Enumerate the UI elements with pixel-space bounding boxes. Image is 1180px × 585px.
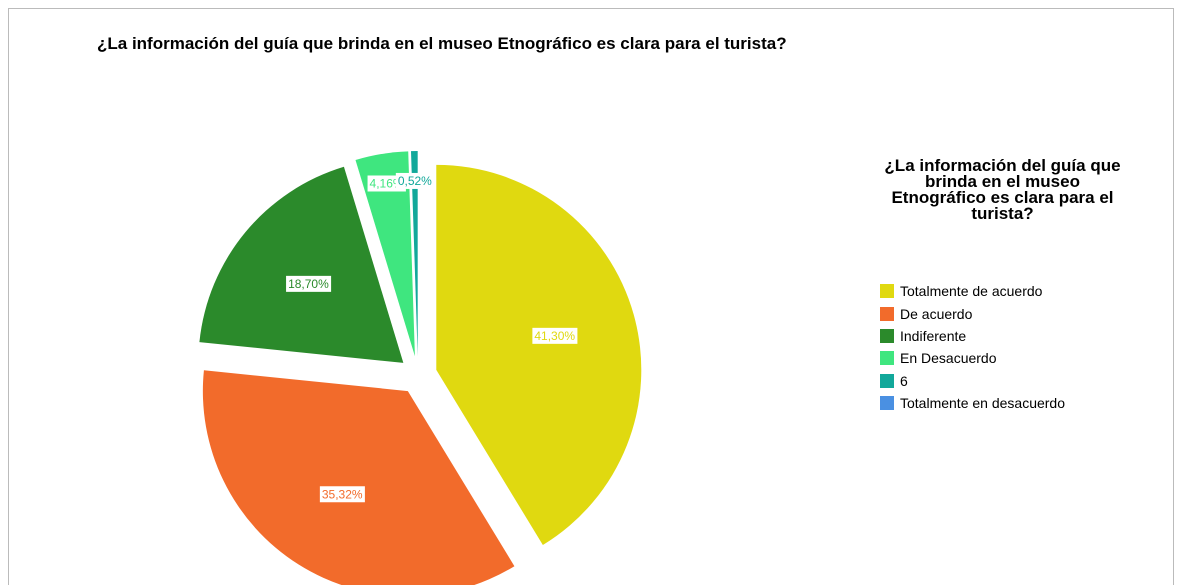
legend-item: 6	[880, 370, 1065, 392]
legend-label: De acuerdo	[900, 305, 973, 322]
legend-swatch	[880, 306, 894, 321]
legend-swatch	[880, 373, 894, 388]
value-label-bg	[395, 172, 435, 189]
pie-slice	[410, 151, 418, 357]
legend-item: En Desacuerdo	[880, 347, 1065, 369]
value-label-bg	[532, 327, 578, 344]
pie-slice	[436, 164, 642, 545]
legend-item: De acuerdo	[880, 302, 1065, 324]
legend-swatch	[880, 351, 894, 366]
legend-label: Totalmente de acuerdo	[900, 283, 1043, 300]
chart-title: ¿La información del guía que brinda en e…	[97, 34, 787, 53]
legend-title: ¿La información del guía que brinda en e…	[884, 156, 1121, 223]
value-label-bg	[319, 486, 365, 503]
legend-label: 6	[900, 372, 908, 389]
pie-slice	[199, 166, 404, 363]
value-label: 18,70%	[288, 277, 329, 291]
legend-label: Totalmente en desacuerdo	[900, 395, 1065, 412]
legend-swatch	[880, 284, 894, 299]
value-label: 35,32%	[322, 487, 363, 501]
legend-item: Indiferente	[880, 325, 1065, 347]
value-label: 41,30%	[534, 329, 575, 343]
frame	[8, 8, 1174, 585]
value-label: 4,16%	[370, 176, 404, 190]
legend-item: Totalmente de acuerdo	[880, 280, 1065, 302]
legend-label: En Desacuerdo	[900, 350, 997, 367]
legend-swatch	[880, 328, 894, 343]
legend-swatch	[880, 396, 894, 411]
legend-item: Totalmente en desacuerdo	[880, 392, 1065, 414]
pie-slice	[355, 151, 415, 357]
pie-slice	[202, 370, 515, 585]
legend-label: Indiferente	[900, 327, 967, 344]
value-label: 0,52%	[398, 174, 432, 188]
value-label-bg	[286, 275, 332, 292]
legend: Totalmente de acuerdo De acuerdo Indiferen…	[880, 280, 1065, 414]
